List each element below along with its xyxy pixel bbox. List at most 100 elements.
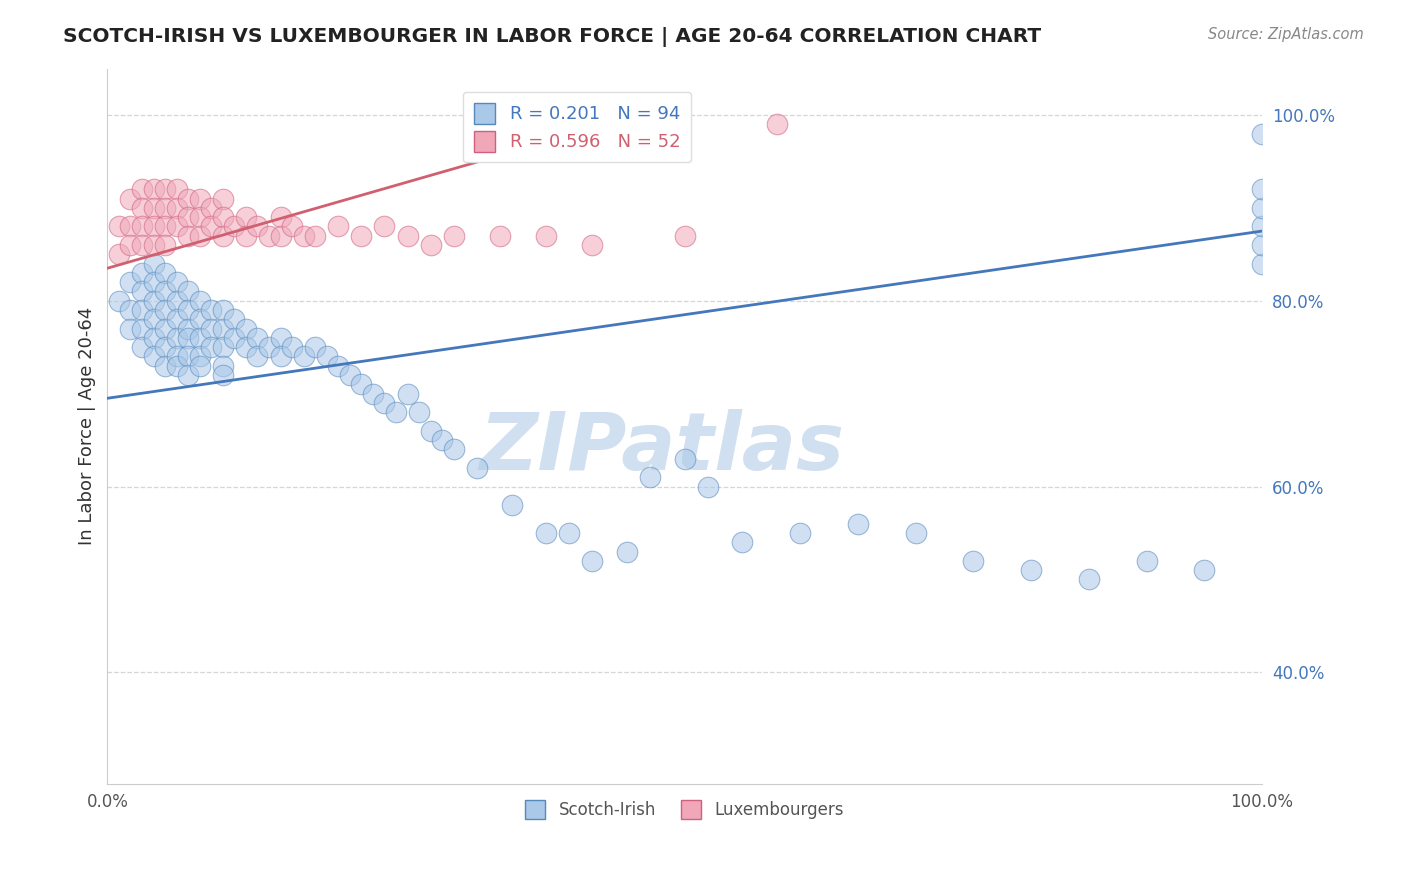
Point bbox=[153, 182, 176, 196]
Point bbox=[419, 424, 441, 438]
Point bbox=[153, 266, 176, 280]
Text: ZIPatlas: ZIPatlas bbox=[479, 409, 844, 486]
Point bbox=[200, 201, 222, 215]
Point bbox=[166, 201, 188, 215]
Point bbox=[142, 331, 165, 345]
Point bbox=[142, 293, 165, 308]
Point bbox=[235, 210, 257, 224]
Point bbox=[200, 340, 222, 354]
Point bbox=[142, 219, 165, 234]
Point bbox=[211, 303, 233, 318]
Point bbox=[432, 433, 454, 447]
Point bbox=[211, 321, 233, 335]
Point bbox=[1251, 238, 1274, 252]
Point bbox=[1251, 201, 1274, 215]
Point bbox=[166, 312, 188, 326]
Point bbox=[200, 321, 222, 335]
Point bbox=[385, 405, 408, 419]
Point bbox=[419, 238, 441, 252]
Point bbox=[673, 228, 696, 243]
Y-axis label: In Labor Force | Age 20-64: In Labor Force | Age 20-64 bbox=[79, 307, 96, 545]
Point bbox=[1194, 563, 1216, 577]
Point bbox=[142, 312, 165, 326]
Point bbox=[166, 275, 188, 289]
Point bbox=[246, 219, 269, 234]
Point bbox=[224, 312, 246, 326]
Point bbox=[142, 201, 165, 215]
Point bbox=[558, 525, 581, 540]
Point bbox=[292, 228, 315, 243]
Point bbox=[120, 192, 142, 206]
Point bbox=[235, 228, 257, 243]
Point bbox=[166, 219, 188, 234]
Point bbox=[120, 303, 142, 318]
Point bbox=[224, 219, 246, 234]
Point bbox=[142, 238, 165, 252]
Point bbox=[188, 359, 211, 373]
Point bbox=[211, 228, 233, 243]
Point bbox=[142, 275, 165, 289]
Point bbox=[373, 219, 395, 234]
Point bbox=[339, 368, 361, 382]
Point bbox=[408, 405, 430, 419]
Point bbox=[177, 303, 200, 318]
Point bbox=[534, 228, 557, 243]
Point bbox=[962, 554, 984, 568]
Text: Source: ZipAtlas.com: Source: ZipAtlas.com bbox=[1208, 27, 1364, 42]
Point bbox=[673, 451, 696, 466]
Point bbox=[142, 256, 165, 270]
Point bbox=[177, 331, 200, 345]
Point bbox=[166, 331, 188, 345]
Point bbox=[153, 359, 176, 373]
Point bbox=[153, 219, 176, 234]
Point bbox=[166, 350, 188, 364]
Point bbox=[465, 461, 488, 475]
Point bbox=[581, 238, 603, 252]
Point bbox=[131, 321, 153, 335]
Point bbox=[142, 350, 165, 364]
Point bbox=[211, 192, 233, 206]
Legend: Scotch-Irish, Luxembourgers: Scotch-Irish, Luxembourgers bbox=[519, 793, 851, 825]
Point bbox=[696, 479, 718, 493]
Point bbox=[131, 182, 153, 196]
Point bbox=[120, 219, 142, 234]
Point bbox=[142, 182, 165, 196]
Point bbox=[211, 210, 233, 224]
Point bbox=[443, 228, 465, 243]
Point bbox=[166, 182, 188, 196]
Point bbox=[1251, 127, 1274, 141]
Point bbox=[188, 210, 211, 224]
Point bbox=[211, 340, 233, 354]
Point bbox=[120, 238, 142, 252]
Point bbox=[120, 321, 142, 335]
Point bbox=[616, 544, 638, 558]
Point bbox=[153, 321, 176, 335]
Point bbox=[200, 303, 222, 318]
Point bbox=[131, 285, 153, 299]
Point bbox=[131, 238, 153, 252]
Point bbox=[489, 228, 512, 243]
Point bbox=[131, 303, 153, 318]
Point bbox=[304, 340, 326, 354]
Point bbox=[131, 201, 153, 215]
Point bbox=[188, 331, 211, 345]
Point bbox=[188, 228, 211, 243]
Point bbox=[396, 228, 419, 243]
Point bbox=[292, 350, 315, 364]
Point bbox=[270, 228, 292, 243]
Point bbox=[1251, 219, 1274, 234]
Point bbox=[177, 192, 200, 206]
Point bbox=[766, 117, 789, 131]
Point bbox=[200, 219, 222, 234]
Point bbox=[108, 247, 131, 261]
Point bbox=[638, 470, 661, 484]
Point bbox=[315, 350, 337, 364]
Point bbox=[270, 350, 292, 364]
Point bbox=[177, 285, 200, 299]
Point bbox=[177, 321, 200, 335]
Point bbox=[108, 293, 131, 308]
Point bbox=[904, 525, 927, 540]
Point bbox=[166, 293, 188, 308]
Point bbox=[131, 340, 153, 354]
Point bbox=[177, 210, 200, 224]
